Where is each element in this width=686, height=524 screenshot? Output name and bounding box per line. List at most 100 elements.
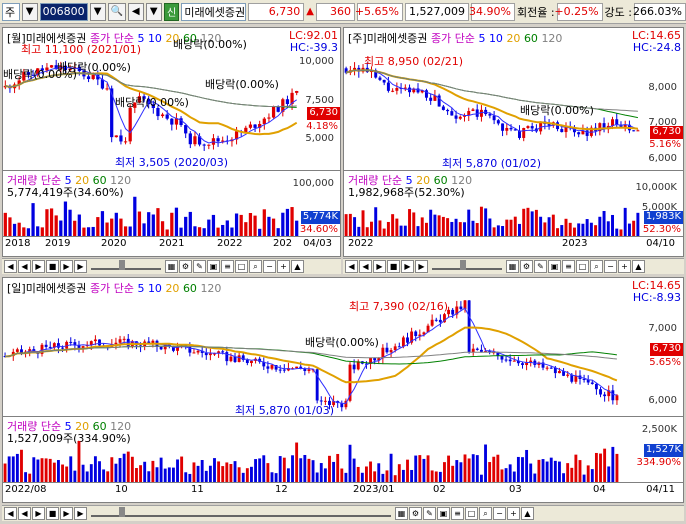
list-icon[interactable]: ≡ — [221, 260, 234, 273]
search-icon[interactable]: 🔍 — [107, 2, 126, 21]
candle-body — [581, 130, 585, 135]
volume-bar — [534, 209, 538, 236]
weekly-price-tag: 6,730 — [650, 126, 683, 139]
magnify-icon[interactable]: ⌕ — [249, 260, 262, 273]
window-icon[interactable]: □ — [576, 260, 589, 273]
layout-icon[interactable]: ▣ — [437, 507, 450, 520]
scroll-start-button[interactable]: ◀ — [4, 260, 17, 273]
play-button[interactable]: ▶ — [32, 507, 45, 520]
candle-body — [248, 124, 253, 128]
play-button[interactable]: ▶ — [373, 260, 386, 273]
monthly-chart-panel[interactable]: [월]미래에셋증권 종가 단순 5 10 20 60 120 LC:92.01 … — [2, 27, 341, 257]
volume-bar — [61, 464, 64, 482]
settings-icon[interactable]: ⚙ — [179, 260, 192, 273]
volume-bar — [262, 455, 266, 482]
play-button[interactable]: ▶ — [32, 260, 45, 273]
stock-code-input[interactable]: 006800 — [39, 2, 88, 21]
scroll-right-button[interactable]: ▶ — [401, 260, 414, 273]
scroll-end-button[interactable]: ▶ — [74, 507, 87, 520]
plus-icon[interactable]: + — [618, 260, 631, 273]
list-icon[interactable]: ≡ — [451, 507, 464, 520]
window-icon[interactable]: □ — [465, 507, 478, 520]
scroll-end-button[interactable]: ▶ — [74, 260, 87, 273]
stop-button[interactable]: ■ — [46, 507, 59, 520]
grid-icon[interactable]: ▦ — [165, 260, 178, 273]
tools-icon[interactable]: ✎ — [193, 260, 206, 273]
candle-body — [344, 400, 348, 408]
minus-icon[interactable]: − — [493, 507, 506, 520]
scroll-end-button[interactable]: ▶ — [415, 260, 428, 273]
code-dropdown-icon[interactable]: ▼ — [89, 2, 106, 21]
scroll-right-button[interactable]: ▶ — [60, 260, 73, 273]
daily-chart-panel[interactable]: [일]미래에셋증권 종가 단순 5 10 20 60 120 LC:14.65 … — [2, 277, 684, 503]
tools-icon[interactable]: ✎ — [423, 507, 436, 520]
candle-body — [258, 123, 262, 128]
magnify-icon[interactable]: ⌕ — [590, 260, 603, 273]
volume-bar — [77, 214, 81, 236]
settings-icon[interactable]: ⚙ — [520, 260, 533, 273]
volume-bar — [110, 457, 114, 482]
volume-bar — [450, 221, 454, 236]
layout-icon[interactable]: ▣ — [207, 260, 220, 273]
volume-bar — [578, 460, 582, 482]
plus-icon[interactable]: + — [277, 260, 290, 273]
scroll-left-button[interactable]: ◀ — [359, 260, 372, 273]
volume-bar — [344, 214, 348, 236]
layout-icon[interactable]: ▣ — [548, 260, 561, 273]
weekly-chart-panel[interactable]: [주]미래에셋증권 종가 단순 5 10 20 60 120 LC:14.65 … — [343, 27, 684, 257]
volume-bar — [607, 466, 611, 482]
volume-bar — [401, 469, 405, 482]
candle-body — [389, 350, 393, 353]
speaker-icon[interactable]: ◀ — [127, 2, 144, 21]
volume-bar — [102, 469, 106, 482]
candle-body — [241, 355, 245, 360]
moving-average-line — [345, 69, 638, 119]
volume-bar — [15, 453, 19, 482]
list-icon[interactable]: ≡ — [562, 260, 575, 273]
candle-body — [174, 118, 179, 125]
scroll-start-button[interactable]: ◀ — [345, 260, 358, 273]
weekly-control-bar: ◀ ◀ ▶ ■ ▶ ▶ ▦ ⚙ ✎ ▣ ≡ □ ⌕ − + ▲ — [343, 258, 684, 274]
stock-name-field[interactable]: 미래에셋증권 — [181, 2, 246, 21]
stop-button[interactable]: ■ — [387, 260, 400, 273]
stop-button[interactable]: ■ — [46, 260, 59, 273]
candle-body — [69, 341, 73, 343]
volume-bar — [204, 470, 208, 482]
grid-icon[interactable]: ▦ — [395, 507, 408, 520]
monthly-high-label: 최고 11,100 (2021/01) — [21, 43, 142, 56]
zoom-slider[interactable] — [91, 259, 161, 270]
settings-icon[interactable]: ⚙ — [409, 507, 422, 520]
expand-icon[interactable]: ▲ — [521, 507, 534, 520]
volume-bar — [416, 226, 420, 236]
volume-bar — [418, 455, 422, 482]
speaker-dropdown-icon[interactable]: ▼ — [145, 2, 162, 21]
grid-icon[interactable]: ▦ — [506, 260, 519, 273]
market-select[interactable]: 주 — [2, 2, 20, 21]
volume-bar — [123, 226, 128, 236]
minus-icon[interactable]: − — [604, 260, 617, 273]
window-icon[interactable]: □ — [235, 260, 248, 273]
candle-body — [237, 355, 241, 362]
tools-icon[interactable]: ✎ — [534, 260, 547, 273]
monthly-vol-ytick: 100,000 — [292, 178, 334, 189]
scroll-left-button[interactable]: ◀ — [18, 507, 31, 520]
scroll-start-button[interactable]: ◀ — [4, 507, 17, 520]
candle-body — [382, 79, 386, 83]
minus-icon[interactable]: − — [263, 260, 276, 273]
zoom-slider[interactable] — [91, 506, 391, 517]
scroll-left-button[interactable]: ◀ — [18, 260, 31, 273]
candle-body — [459, 306, 463, 310]
plus-icon[interactable]: + — [507, 507, 520, 520]
magnify-icon[interactable]: ⌕ — [479, 507, 492, 520]
monthly-xtick: 2018 — [5, 238, 31, 249]
stock-toolbar: 주 ▼ 006800 ▼ 🔍 ◀ ▼ 신 미래에셋증권 6,730 ▲ 360 … — [0, 0, 686, 24]
scroll-right-button[interactable]: ▶ — [60, 507, 73, 520]
zoom-slider[interactable] — [432, 259, 502, 270]
volume-bar — [484, 444, 487, 482]
volume-ratio: 34.90% — [469, 2, 515, 21]
dividend-label: 배당락(0.00%) — [205, 78, 279, 91]
volume-bar — [295, 442, 299, 482]
expand-icon[interactable]: ▲ — [632, 260, 645, 273]
expand-icon[interactable]: ▲ — [291, 260, 304, 273]
market-dropdown-icon[interactable]: ▼ — [21, 2, 38, 21]
